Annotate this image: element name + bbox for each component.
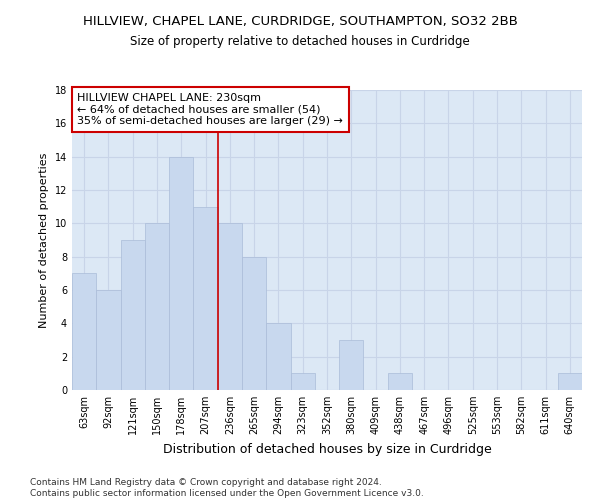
Bar	[290, 374, 315, 390]
Bar	[558, 374, 582, 390]
Bar	[218, 224, 242, 390]
Bar	[96, 290, 121, 390]
Bar	[266, 324, 290, 390]
Bar	[193, 206, 218, 390]
Text: Contains HM Land Registry data © Crown copyright and database right 2024.
Contai: Contains HM Land Registry data © Crown c…	[30, 478, 424, 498]
Text: HILLVIEW, CHAPEL LANE, CURDRIDGE, SOUTHAMPTON, SO32 2BB: HILLVIEW, CHAPEL LANE, CURDRIDGE, SOUTHA…	[83, 15, 517, 28]
Y-axis label: Number of detached properties: Number of detached properties	[39, 152, 49, 328]
Bar	[121, 240, 145, 390]
Bar	[339, 340, 364, 390]
Text: Size of property relative to detached houses in Curdridge: Size of property relative to detached ho…	[130, 35, 470, 48]
Bar	[72, 274, 96, 390]
Bar	[242, 256, 266, 390]
Bar	[145, 224, 169, 390]
Bar	[388, 374, 412, 390]
Text: HILLVIEW CHAPEL LANE: 230sqm
← 64% of detached houses are smaller (54)
35% of se: HILLVIEW CHAPEL LANE: 230sqm ← 64% of de…	[77, 93, 343, 126]
X-axis label: Distribution of detached houses by size in Curdridge: Distribution of detached houses by size …	[163, 442, 491, 456]
Bar	[169, 156, 193, 390]
